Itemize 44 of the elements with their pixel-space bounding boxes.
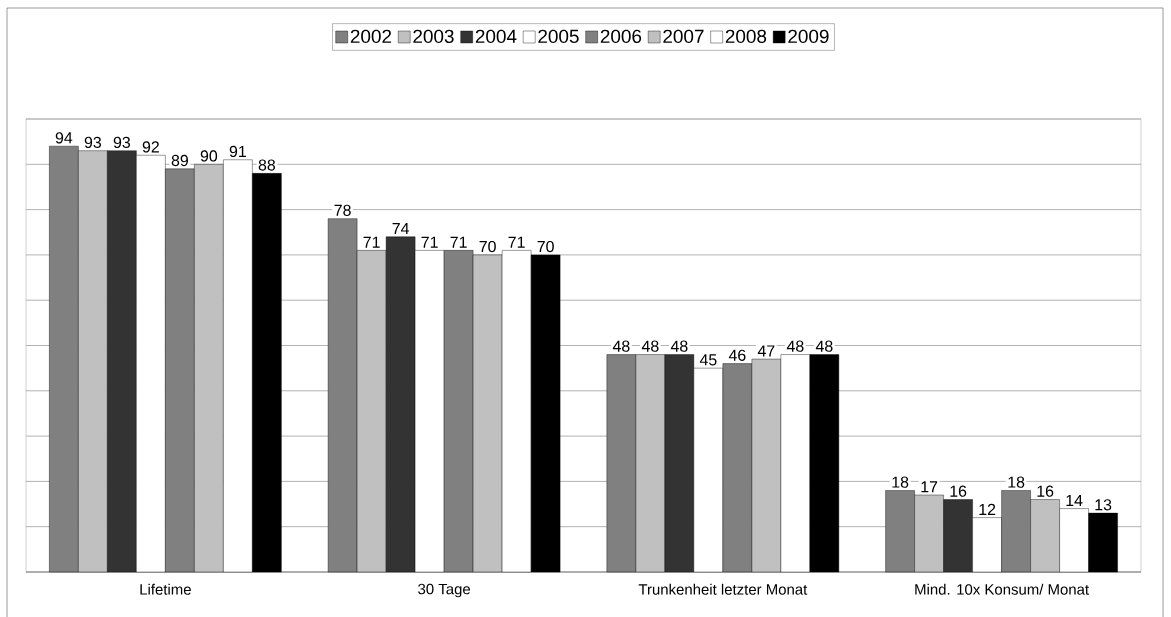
data-label: 48 xyxy=(670,340,688,352)
x-tick-label: Trunkenheit letzter Monat xyxy=(638,583,808,595)
data-label: 74 xyxy=(392,223,409,235)
legend-label: 2007 xyxy=(663,29,704,44)
legend-label: 2005 xyxy=(538,29,579,44)
data-label: 92 xyxy=(142,141,159,153)
data-label: 91 xyxy=(229,145,246,158)
legend-label: 2004 xyxy=(475,29,517,44)
legend-label: 2003 xyxy=(413,29,454,44)
data-label: 12 xyxy=(979,503,996,515)
legend-label: 2008 xyxy=(725,29,767,44)
legend-label: 2006 xyxy=(600,29,642,44)
data-label: 88 xyxy=(258,159,276,171)
data-label: 48 xyxy=(786,340,804,352)
data-label: 70 xyxy=(479,240,496,253)
data-label: 71 xyxy=(450,236,467,248)
data-label: 45 xyxy=(699,354,717,366)
data-label: 70 xyxy=(537,240,554,253)
legend-label: 2009 xyxy=(788,29,829,44)
data-label: 13 xyxy=(1095,499,1112,511)
data-label: 94 xyxy=(55,132,73,144)
data-label: 93 xyxy=(113,136,131,149)
data-label: 71 xyxy=(363,236,380,248)
data-label: 16 xyxy=(1037,485,1054,497)
data-label: 93 xyxy=(84,136,102,149)
data-label: 71 xyxy=(421,236,438,248)
legend-label: 2002 xyxy=(350,29,392,44)
data-label: 71 xyxy=(508,236,525,248)
data-label: 47 xyxy=(757,345,775,357)
data-label: 18 xyxy=(892,476,909,488)
data-label: 14 xyxy=(1066,494,1083,506)
x-tick-label: Mind. 10x Konsum/ Monat xyxy=(915,583,1089,595)
data-label: 46 xyxy=(728,349,746,361)
data-label: 90 xyxy=(200,150,218,162)
data-label: 48 xyxy=(641,340,659,352)
x-tick-label: Lifetime xyxy=(140,583,191,595)
data-label: 18 xyxy=(1008,476,1025,488)
data-label: 48 xyxy=(815,340,833,352)
data-label: 89 xyxy=(171,154,188,167)
x-tick-label: 30 Tage xyxy=(418,583,471,598)
data-label: 16 xyxy=(950,485,967,497)
data-label: 78 xyxy=(334,204,351,216)
data-label: 48 xyxy=(612,340,630,352)
data-label: 17 xyxy=(921,481,938,493)
